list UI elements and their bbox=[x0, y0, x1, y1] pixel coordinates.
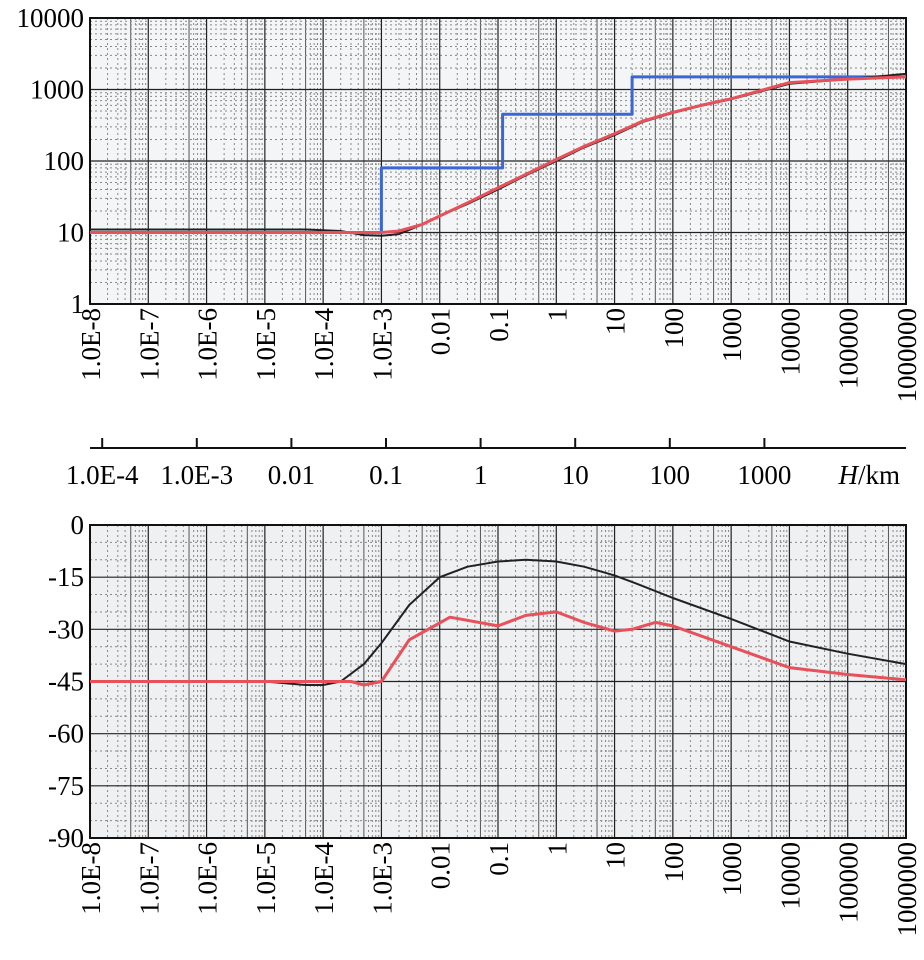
depth-axis-tick-label: 1000 bbox=[737, 460, 791, 490]
phase-x-tick-label: 1 bbox=[542, 842, 572, 856]
top-x-tick-label: 0.01 bbox=[426, 308, 456, 355]
phase-x-tick-label: 100000 bbox=[834, 842, 864, 923]
phase-x-tick-label: 1.0E-3 bbox=[367, 842, 397, 915]
top-x-tick-label: 1000000 bbox=[892, 308, 922, 403]
top-series-model bbox=[90, 75, 906, 234]
depth-axis-tick-label: 1 bbox=[474, 460, 488, 490]
phase-x-tick-label: 1.0E-7 bbox=[134, 842, 164, 915]
phase-y-tick-label: -15 bbox=[48, 562, 84, 592]
phase-y-tick-label: -90 bbox=[48, 823, 84, 853]
phase-x-tick-label: 1000 bbox=[717, 842, 747, 896]
top-x-tick-label: 10000 bbox=[775, 308, 805, 376]
phase-y-tick-label: -30 bbox=[48, 614, 84, 644]
top-x-tick-label: 100 bbox=[659, 308, 689, 349]
phase-x-tick-label: 10000 bbox=[775, 842, 805, 910]
top-x-tick-label: 1.0E-7 bbox=[134, 308, 164, 381]
depth-axis: 1.0E-4 1.0E-3 0.01 0.1 1 10 100 1000 H/km bbox=[66, 438, 906, 490]
phase-chart: 0 -15 -30 -45 -60 -75 -901.0E-8 1.0E-7 1.0E-6 1.0… bbox=[48, 510, 922, 937]
phase-y-tick-label: -45 bbox=[48, 667, 84, 697]
phase-x-tick-label: 1.0E-4 bbox=[309, 842, 339, 915]
phase-x-tick-label: 1.0E-5 bbox=[251, 842, 281, 915]
phase-x-tick-label: 1000000 bbox=[892, 842, 922, 937]
top-x-tick-label: 10 bbox=[601, 308, 631, 335]
depth-unit-label: H/km bbox=[837, 460, 900, 490]
top-y-tick-label: 1000 bbox=[30, 75, 84, 105]
depth-axis-tick-label: 10 bbox=[562, 460, 589, 490]
depth-axis-tick-label: 100 bbox=[650, 460, 691, 490]
top-series-curve-red bbox=[90, 75, 907, 234]
phase-x-tick-label: 1.0E-8 bbox=[76, 842, 106, 915]
top-x-tick-label: 100000 bbox=[834, 308, 864, 389]
top-y-tick-label: 1 bbox=[71, 289, 85, 319]
top-x-tick-label: 1.0E-3 bbox=[367, 308, 397, 381]
phase-y-tick-label: -75 bbox=[48, 771, 84, 801]
phase-x-tick-label: 1.0E-6 bbox=[193, 842, 223, 915]
phase-x-tick-label: 0.1 bbox=[484, 842, 514, 876]
depth-axis-tick-label: 1.0E-3 bbox=[160, 460, 233, 490]
top-x-tick-label: 1 bbox=[542, 308, 572, 322]
top-plot-frame bbox=[89, 17, 907, 305]
depth-unit-symbol: H bbox=[837, 460, 859, 490]
depth-unit-text: /km bbox=[858, 460, 900, 490]
depth-axis-tick-label: 0.1 bbox=[369, 460, 403, 490]
phase-x-tick-label: 100 bbox=[659, 842, 689, 883]
top-y-tick-label: 10000 bbox=[17, 3, 85, 33]
phase-series-phase-red bbox=[90, 610, 907, 687]
top-x-tick-label: 1000 bbox=[717, 308, 747, 362]
top-x-tick-label: 0.1 bbox=[484, 308, 514, 342]
phase-y-tick-label: 0 bbox=[71, 510, 85, 540]
depth-axis-tick-label: 0.01 bbox=[268, 460, 315, 490]
phase-x-tick-label: 0.01 bbox=[426, 842, 456, 889]
phase-x-tick-label: 10 bbox=[601, 842, 631, 869]
depth-axis-tick-label: 1.0E-4 bbox=[66, 460, 139, 490]
top-x-tick-label: 1.0E-5 bbox=[251, 308, 281, 381]
top-x-tick-label: 1.0E-4 bbox=[309, 308, 339, 381]
phase-y-tick-label: -60 bbox=[48, 719, 84, 749]
top-x-tick-label: 1.0E-6 bbox=[193, 308, 223, 381]
top-y-tick-label: 10 bbox=[57, 218, 84, 248]
top-y-tick-label: 100 bbox=[44, 146, 85, 176]
top-x-tick-label: 1.0E-8 bbox=[76, 308, 106, 381]
phase-series-phase-black bbox=[90, 558, 907, 686]
